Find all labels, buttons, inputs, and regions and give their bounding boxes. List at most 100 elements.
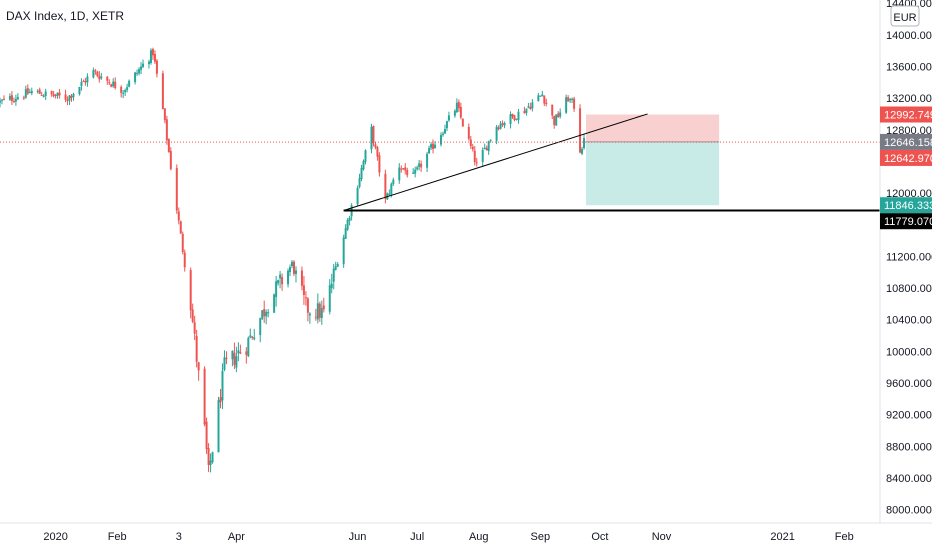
candle: [497, 125, 500, 131]
candle-body: [112, 81, 115, 87]
candle-body: [346, 219, 349, 230]
candle: [314, 308, 317, 321]
candle: [195, 329, 198, 368]
candle: [108, 79, 111, 86]
candle-body: [110, 84, 113, 87]
candle-body: [581, 148, 584, 154]
candle: [189, 267, 192, 319]
candle-body: [251, 336, 254, 338]
candle-body: [126, 87, 129, 90]
currency-button-frame[interactable]: [890, 5, 920, 27]
candle: [203, 366, 206, 427]
candle-body: [304, 297, 307, 299]
y-tick-label: 10000.000: [886, 346, 932, 358]
candle-body: [68, 95, 71, 101]
candle-body: [64, 94, 67, 100]
y-tick-label: 10400.000: [886, 315, 932, 327]
candle-body: [332, 268, 335, 282]
candle: [416, 165, 419, 171]
candle: [120, 85, 123, 98]
candle: [320, 300, 323, 325]
candle-body: [523, 111, 526, 114]
candle-body: [277, 280, 280, 284]
candle-body: [72, 93, 75, 97]
x-tick-label: Nov: [652, 531, 672, 543]
candle-body: [263, 308, 266, 317]
candle-body: [302, 285, 305, 295]
candle: [485, 145, 488, 151]
candle-body: [432, 143, 435, 150]
candle-body: [233, 352, 236, 365]
candle: [12, 97, 15, 103]
candle: [138, 67, 141, 76]
stop-loss-zone[interactable]: [586, 114, 720, 142]
candle-body: [400, 168, 403, 170]
candle-body: [237, 350, 240, 354]
currency-label: EUR: [893, 12, 916, 24]
candle-body: [70, 96, 73, 99]
take-profit-zone[interactable]: [586, 141, 720, 206]
chart-title: DAX Index, 1D, XETR: [6, 9, 124, 23]
candle-body: [122, 92, 125, 94]
candle-body: [334, 266, 337, 270]
candle: [420, 160, 423, 172]
candle: [0, 97, 1, 108]
candle: [207, 443, 210, 473]
candle: [400, 165, 403, 173]
candle-body: [26, 88, 29, 94]
trendline[interactable]: [343, 113, 648, 211]
time-axis[interactable]: 2020 Feb 3 Apr Jun Jul Aug Sep Oct Nov 2021 Feb: [43, 531, 853, 543]
candle-body: [289, 267, 292, 273]
candle-body: [249, 335, 252, 338]
candle-body: [489, 139, 492, 141]
candle-body: [56, 92, 59, 96]
candle-body: [565, 97, 568, 113]
candle: [38, 87, 41, 95]
candle: [555, 114, 558, 126]
candle: [223, 350, 226, 372]
candle-body: [163, 108, 166, 121]
candle-body: [134, 72, 137, 83]
candle-body: [306, 298, 309, 313]
candle-body: [239, 352, 242, 354]
candle: [237, 342, 240, 362]
candle-body: [100, 76, 103, 79]
x-tick-label: Feb: [835, 531, 854, 543]
candle-body: [525, 108, 528, 113]
candle: [551, 104, 554, 120]
candle-body: [551, 104, 554, 116]
candle-body: [195, 335, 198, 362]
candle: [197, 361, 200, 381]
currency-button[interactable]: EUR: [890, 5, 920, 27]
candle-body: [0, 100, 1, 103]
candle: [82, 79, 85, 83]
position-zones: [586, 114, 720, 206]
candle: [181, 231, 184, 255]
candle: [70, 93, 73, 102]
candle: [376, 146, 379, 161]
candle-body: [96, 71, 99, 76]
candle-body: [481, 149, 484, 162]
candle-body: [316, 303, 319, 320]
candle: [388, 189, 391, 196]
price-tag-box: [880, 106, 932, 123]
candle: [175, 164, 178, 214]
candle: [292, 260, 295, 277]
candle-body: [16, 97, 19, 100]
candle-body: [10, 95, 13, 101]
candle: [253, 328, 256, 341]
candle-body: [78, 86, 81, 95]
candle: [98, 71, 101, 83]
y-tick-label: 8400.000: [886, 473, 932, 485]
candle: [8, 93, 11, 101]
candle: [495, 124, 498, 145]
candle: [68, 95, 71, 105]
candle: [265, 309, 268, 325]
candle: [404, 163, 407, 175]
candle-body: [414, 169, 417, 174]
candle-body: [193, 322, 196, 334]
candle: [439, 132, 442, 147]
price-tag-label: 11846.333: [884, 200, 932, 212]
candle-body: [205, 421, 208, 450]
